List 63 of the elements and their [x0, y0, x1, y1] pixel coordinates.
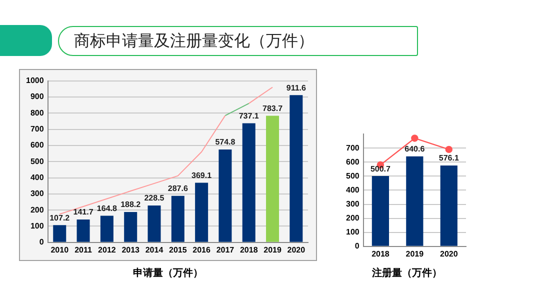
- bar: [266, 116, 280, 242]
- y-tick-label: 400: [346, 185, 360, 194]
- x-tick-label: 2019: [406, 249, 424, 258]
- x-tick-label: 2020: [440, 249, 458, 258]
- data-label: 911.6: [286, 83, 307, 92]
- bar: [124, 212, 138, 242]
- point: [445, 146, 452, 154]
- y-tick-label: 800: [30, 108, 44, 118]
- bar: [53, 225, 66, 242]
- bar: [242, 123, 256, 242]
- x-tick-label: 2014: [145, 245, 164, 254]
- x-tick-label: 2017: [216, 245, 235, 254]
- bar: [195, 182, 208, 242]
- bar: [76, 220, 90, 242]
- x-tick-label: 2011: [74, 245, 93, 254]
- y-tick-label: 0: [354, 242, 360, 251]
- x-tick-label: 2010: [50, 245, 70, 254]
- data-label: 188.2: [120, 200, 142, 210]
- x-tick-label: 2013: [122, 245, 140, 254]
- x-tick-label: 2015: [169, 245, 188, 254]
- data-label: 228.5: [144, 194, 165, 203]
- point: [411, 134, 418, 142]
- y-tick-label: 500: [30, 156, 44, 166]
- y-tick-label: 300: [30, 189, 44, 198]
- y-tick-label: 200: [30, 205, 44, 214]
- data-label: 574.8: [215, 138, 236, 147]
- data-label: 737.1: [238, 111, 260, 120]
- x-axis-title: 申请量（万件）: [132, 266, 204, 280]
- data-label: 141.7: [73, 208, 94, 217]
- y-tick-label: 500: [346, 171, 360, 180]
- data-label: 369.1: [192, 170, 212, 180]
- data-label: 576.1: [438, 154, 460, 163]
- bar: [148, 205, 161, 242]
- y-tick-label: 0: [39, 238, 44, 247]
- bar: [171, 196, 184, 242]
- data-label: 640.6: [404, 144, 426, 154]
- y-tick-label: 700: [30, 124, 44, 134]
- y-tick-label: 600: [346, 157, 360, 166]
- data-label: 287.6: [168, 184, 188, 194]
- bar: [290, 95, 303, 242]
- y-tick-label: 900: [30, 92, 44, 102]
- x-tick-label: 2018: [240, 245, 258, 254]
- y-tick-label: 300: [346, 199, 360, 208]
- data-label: 164.8: [96, 204, 118, 213]
- y-tick-label: 1000: [26, 76, 44, 86]
- x-tick-label: 2016: [192, 245, 211, 254]
- x-tick-label: 2018: [372, 249, 390, 258]
- y-tick-label: 600: [30, 140, 44, 150]
- x-axis-title: 注册量（万件）: [371, 266, 443, 280]
- data-label: 783.7: [262, 104, 284, 113]
- chart-title: 商标申请量及注册量变化（万件）: [74, 32, 314, 52]
- y-tick-label: 100: [346, 228, 360, 237]
- data-label: 500.7: [370, 164, 392, 174]
- x-tick-label: 2012: [98, 245, 116, 254]
- bar: [218, 150, 232, 242]
- y-tick-label: 200: [346, 214, 360, 223]
- x-tick-label: 2020: [287, 245, 306, 254]
- x-tick-label: 2019: [264, 245, 282, 254]
- y-tick-label: 100: [30, 221, 44, 230]
- data-label: 107.2: [50, 213, 70, 222]
- y-tick-label: 400: [30, 172, 44, 182]
- bar: [100, 216, 114, 242]
- y-tick-label: 700: [346, 143, 360, 152]
